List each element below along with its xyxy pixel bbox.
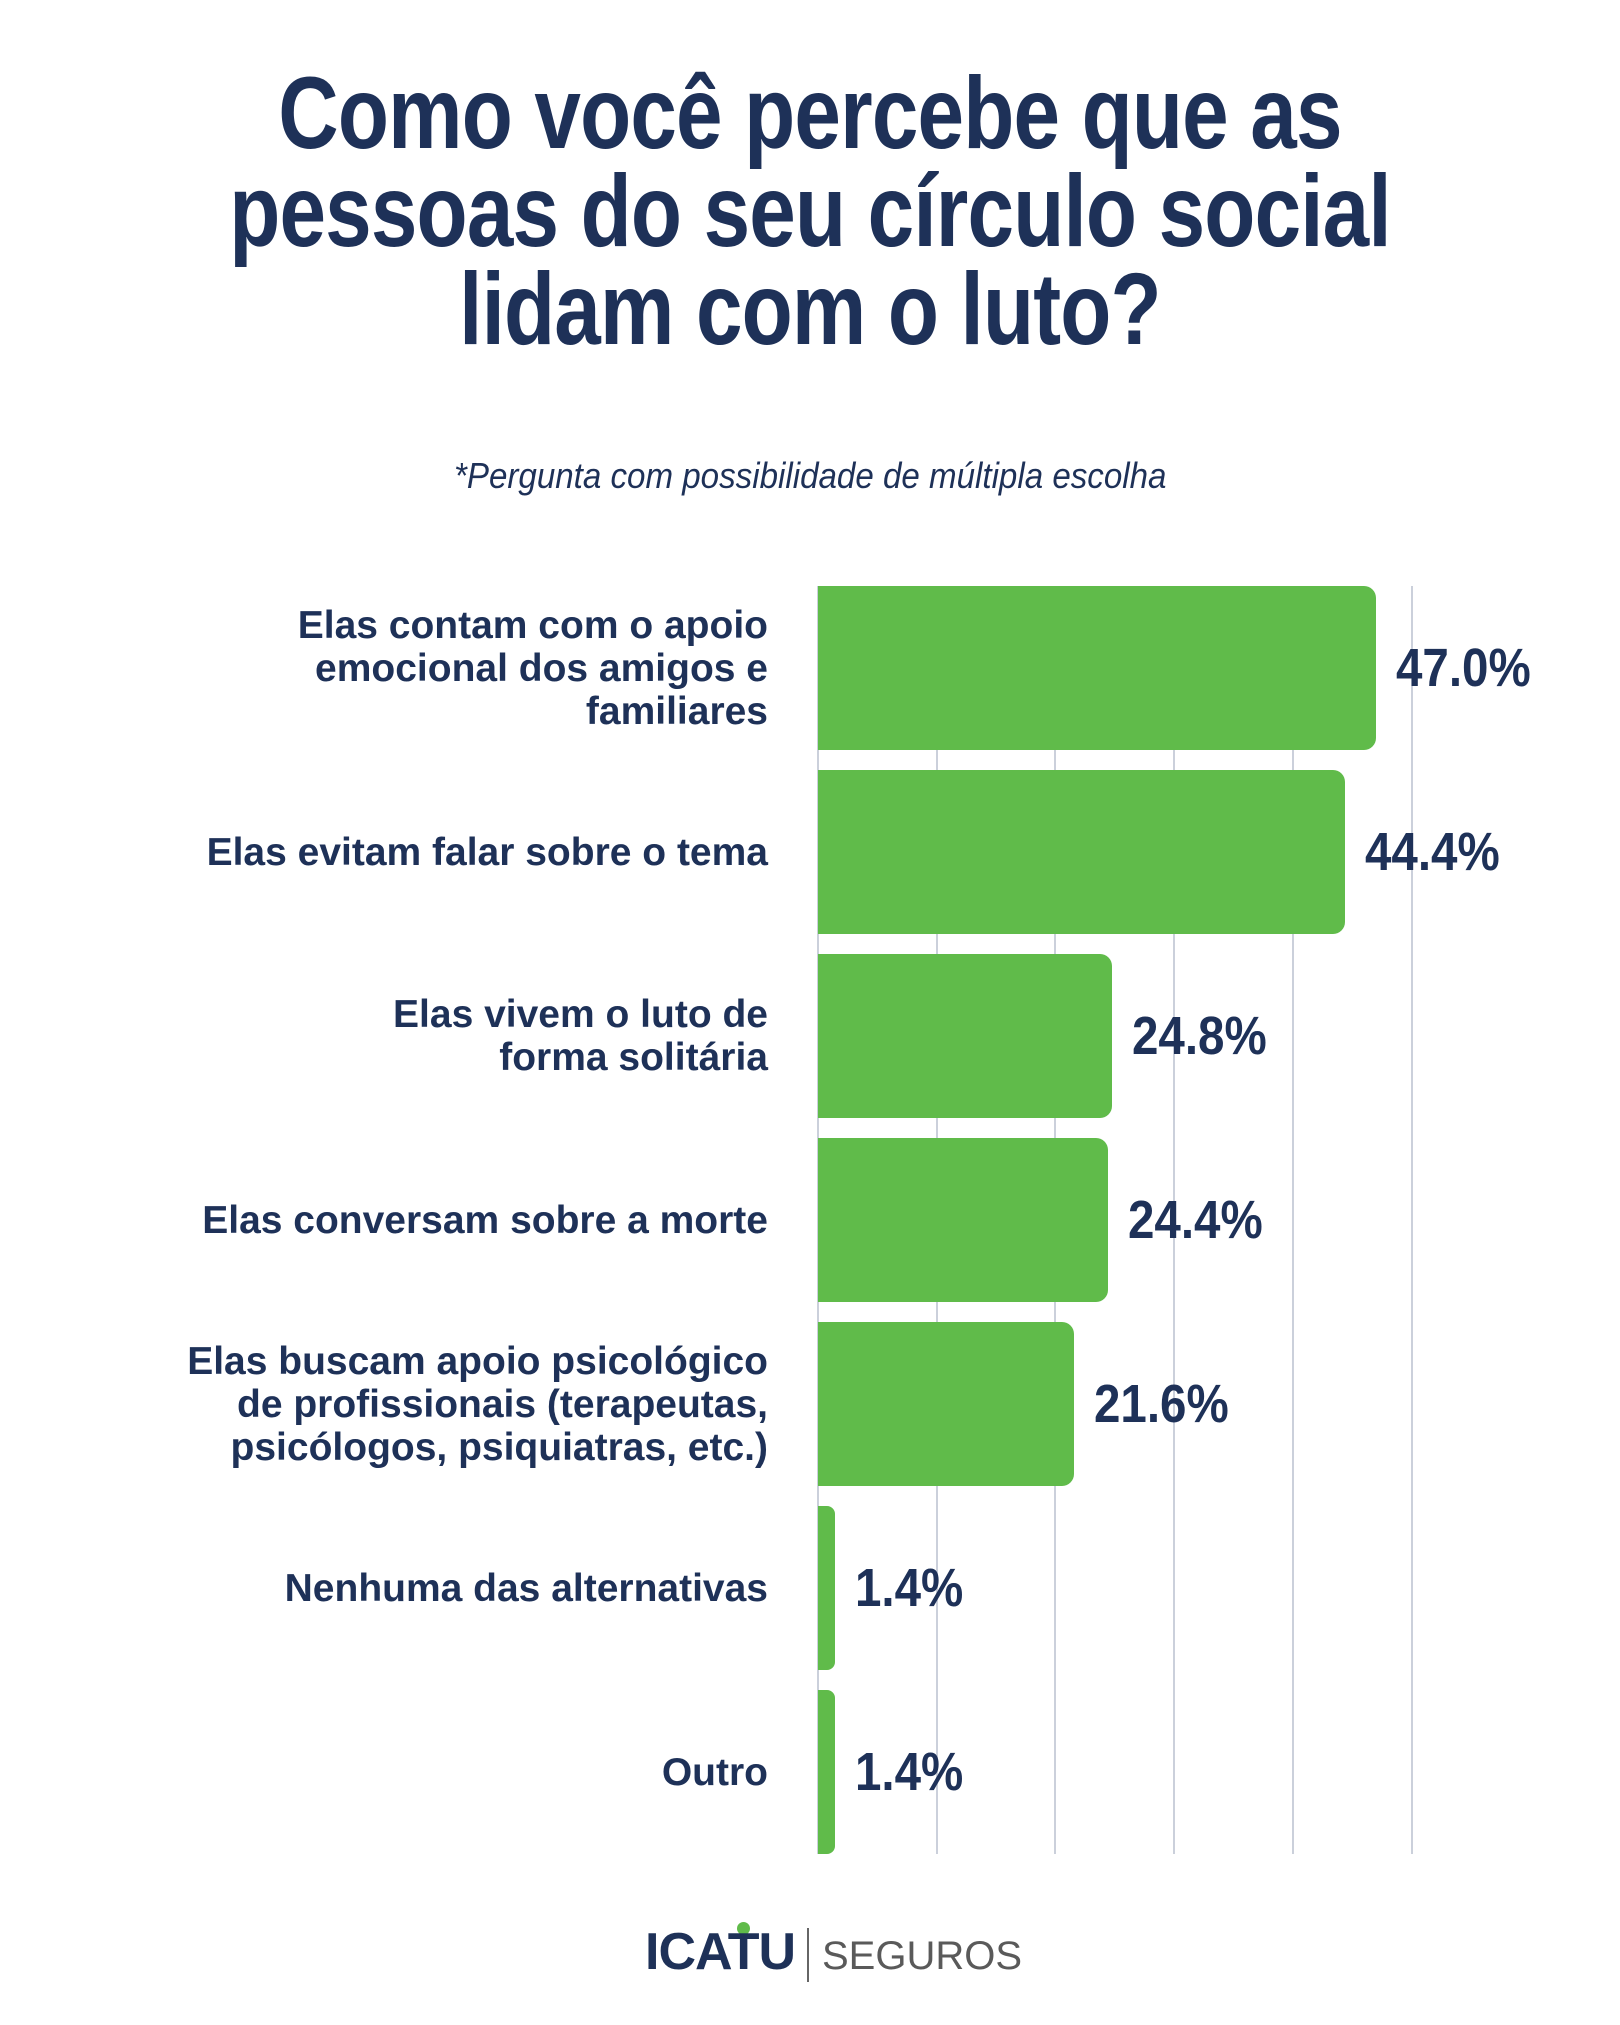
logo-sub: SEGUROS [822, 1934, 1023, 1978]
bar-label-text: Elas vivem o luto de forma solitária [393, 993, 768, 1079]
bar [818, 1506, 835, 1670]
bar-value: 21.6% [1094, 1374, 1230, 1434]
logo-brand: ICATU [645, 1923, 796, 1981]
bar [818, 954, 1113, 1118]
green-dot-icon [737, 1922, 750, 1935]
bar-value: 44.4% [1365, 822, 1500, 882]
icatu-logo: ICATU SEGUROS [645, 1920, 1022, 1990]
bar-label: Elas vivem o luto de forma solitária [68, 954, 768, 1118]
gridline [1291, 586, 1294, 1854]
bar-label: Elas contam com o apoio emocional dos am… [68, 586, 768, 750]
bar [818, 770, 1346, 934]
bar [818, 1322, 1075, 1486]
gridline [1410, 586, 1413, 1854]
bar-label-text: Elas contam com o apoio emocional dos am… [297, 603, 768, 733]
subtitle-text: *Pergunta com possibilidade de múltipla … [453, 455, 1167, 496]
bar-label-text: Elas buscam apoio psicológico de profiss… [187, 1339, 768, 1469]
gridline [1173, 586, 1176, 1854]
bar-label: Elas evitam falar sobre o tema [68, 770, 768, 934]
title-line-3: lidam com o luto? [459, 252, 1161, 366]
bar-value: 24.8% [1132, 1006, 1268, 1066]
bar [818, 1138, 1108, 1302]
bar-value: 47.0% [1395, 638, 1531, 698]
bar-value: 1.4% [854, 1558, 963, 1618]
bar-label-text: Nenhuma das alternativas [284, 1566, 768, 1610]
bar-label: Elas conversam sobre a morte [68, 1138, 768, 1302]
bar-label: Elas buscam apoio psicológico de profiss… [68, 1322, 768, 1486]
title-line-1: Como você percebe que as [278, 56, 1342, 170]
chart-title: Como você percebe que as pessoas do seu … [0, 56, 1620, 366]
bar-value: 24.4% [1127, 1190, 1263, 1250]
bar-label: Outro [68, 1690, 768, 1854]
logo-divider [807, 1928, 809, 1982]
bar-label-text: Elas evitam falar sobre o tema [206, 830, 768, 874]
title-line-2: pessoas do seu círculo social [229, 154, 1391, 268]
chart-subtitle: *Pergunta com possibilidade de múltipla … [0, 455, 1620, 497]
bar-label-text: Outro [661, 1750, 768, 1794]
bar [818, 586, 1376, 750]
bar-label-text: Elas conversam sobre a morte [202, 1198, 768, 1242]
bar-label: Nenhuma das alternativas [68, 1506, 768, 1670]
bar-value: 1.4% [854, 1742, 963, 1802]
bar [818, 1690, 835, 1854]
